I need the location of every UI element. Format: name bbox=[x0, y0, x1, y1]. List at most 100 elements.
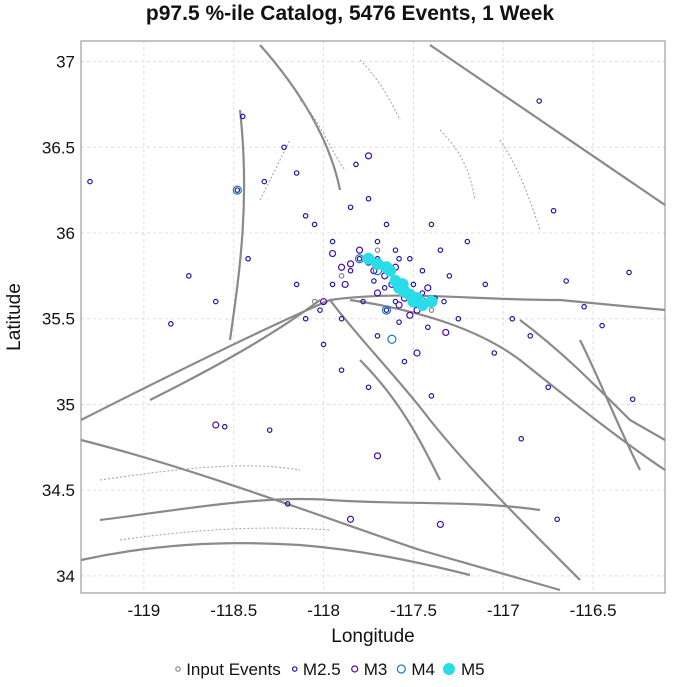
x-tick-label: -117 bbox=[487, 601, 520, 620]
fault-line bbox=[329, 299, 581, 581]
data-point bbox=[383, 221, 390, 228]
fault-zone bbox=[99, 465, 301, 481]
data-point bbox=[392, 298, 399, 305]
data-point bbox=[629, 396, 636, 403]
fault-zone bbox=[119, 527, 331, 541]
data-point bbox=[491, 350, 498, 356]
data-point bbox=[320, 341, 327, 348]
data-point bbox=[518, 435, 525, 442]
data-point bbox=[212, 298, 219, 305]
y-tick-label: 37 bbox=[56, 53, 75, 72]
data-point bbox=[266, 427, 273, 433]
data-point bbox=[168, 321, 174, 327]
legend-marker bbox=[175, 666, 181, 672]
y-tick-label: 35.5 bbox=[42, 310, 75, 329]
data-point bbox=[428, 307, 435, 313]
legend-marker bbox=[291, 666, 298, 672]
data-point bbox=[293, 281, 300, 288]
data-point bbox=[436, 520, 444, 529]
data-point bbox=[464, 238, 471, 245]
data-point bbox=[392, 247, 399, 253]
data-point bbox=[396, 255, 402, 262]
data-point bbox=[261, 178, 268, 185]
data-point bbox=[319, 297, 328, 306]
y-tick-label: 35 bbox=[56, 395, 75, 414]
legend-entry: M4 bbox=[411, 660, 435, 679]
data-point bbox=[410, 281, 417, 288]
data-point bbox=[482, 281, 489, 288]
data-point bbox=[338, 315, 345, 322]
fault-line bbox=[429, 44, 666, 206]
fault-zone bbox=[499, 139, 541, 231]
data-point bbox=[406, 311, 414, 319]
data-point bbox=[395, 301, 403, 309]
data-point bbox=[347, 267, 354, 274]
data-point bbox=[441, 298, 447, 305]
data-point bbox=[245, 255, 251, 262]
legend-marker bbox=[396, 664, 406, 674]
data-point bbox=[337, 263, 346, 271]
y-tick-label: 34.5 bbox=[42, 481, 75, 500]
data-point bbox=[87, 178, 93, 185]
fault-line bbox=[80, 542, 471, 577]
data-point bbox=[355, 246, 364, 254]
data-point bbox=[413, 349, 421, 357]
legend: Input Events M2.5 M3 M4 M5 bbox=[175, 660, 485, 679]
data-point bbox=[419, 267, 426, 274]
fault-line bbox=[579, 339, 641, 471]
data-point bbox=[554, 516, 560, 523]
fault-zone bbox=[359, 59, 401, 121]
data-point bbox=[356, 255, 363, 262]
legend-marker bbox=[442, 663, 455, 675]
data-point bbox=[527, 333, 534, 339]
fault-zone bbox=[439, 129, 476, 201]
data-point bbox=[581, 303, 587, 310]
fault-zone bbox=[259, 139, 291, 201]
data-point bbox=[328, 249, 337, 258]
data-point bbox=[374, 333, 381, 339]
data-point bbox=[396, 319, 402, 325]
data-point bbox=[407, 255, 413, 262]
data-point bbox=[428, 393, 435, 399]
data-point bbox=[212, 421, 220, 429]
fault-line bbox=[80, 438, 561, 592]
data-points bbox=[87, 98, 636, 529]
data-point bbox=[311, 298, 318, 305]
data-point bbox=[536, 98, 543, 104]
data-point bbox=[387, 334, 397, 344]
data-point bbox=[425, 324, 431, 331]
data-point bbox=[284, 501, 291, 507]
fault-line bbox=[99, 497, 541, 522]
axis-ticks: -119 -118.5 -118 -117.5 -117 -116.5 37 36.5 36 35… bbox=[42, 53, 617, 620]
x-tick-label: -116.5 bbox=[570, 601, 617, 620]
data-point bbox=[341, 280, 349, 289]
data-point bbox=[302, 213, 309, 219]
data-point bbox=[509, 315, 516, 322]
fault-zone bbox=[299, 99, 346, 171]
data-point bbox=[381, 305, 392, 315]
data-point bbox=[545, 384, 552, 391]
data-point bbox=[428, 221, 435, 228]
data-point bbox=[442, 328, 450, 337]
y-tick-label: 34 bbox=[56, 567, 75, 586]
x-tick-label: -118.5 bbox=[210, 601, 257, 620]
x-axis-label: Longitude bbox=[331, 626, 414, 647]
data-point bbox=[383, 307, 390, 313]
fault-line bbox=[149, 299, 321, 401]
fault-line bbox=[80, 294, 666, 421]
legend-entry: M5 bbox=[461, 660, 485, 679]
data-point bbox=[419, 290, 426, 296]
data-point bbox=[626, 269, 632, 276]
fault-lines bbox=[80, 44, 666, 592]
data-point bbox=[329, 281, 336, 288]
data-point bbox=[371, 278, 377, 284]
data-point bbox=[365, 384, 372, 391]
data-point bbox=[338, 273, 345, 279]
data-point bbox=[373, 452, 382, 460]
data-point bbox=[311, 221, 318, 228]
data-point bbox=[599, 322, 605, 329]
y-axis-label: Latitude bbox=[4, 283, 25, 351]
data-point bbox=[364, 152, 373, 160]
data-point bbox=[281, 144, 287, 151]
